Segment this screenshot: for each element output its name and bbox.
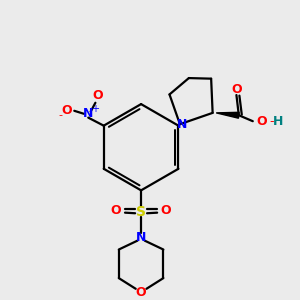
Text: O: O bbox=[111, 204, 122, 217]
Text: N: N bbox=[83, 107, 93, 120]
Polygon shape bbox=[216, 112, 239, 118]
Text: O: O bbox=[161, 204, 171, 217]
Text: O: O bbox=[92, 89, 103, 102]
Text: +: + bbox=[91, 104, 99, 114]
Text: -: - bbox=[58, 110, 62, 120]
Text: S: S bbox=[136, 205, 146, 219]
Text: O: O bbox=[61, 104, 72, 117]
Text: O: O bbox=[256, 115, 267, 128]
Text: O: O bbox=[136, 286, 146, 299]
Text: N: N bbox=[177, 118, 188, 131]
Text: N: N bbox=[136, 230, 146, 244]
Text: O: O bbox=[231, 83, 242, 96]
Text: -: - bbox=[270, 115, 274, 128]
Text: H: H bbox=[273, 115, 283, 128]
